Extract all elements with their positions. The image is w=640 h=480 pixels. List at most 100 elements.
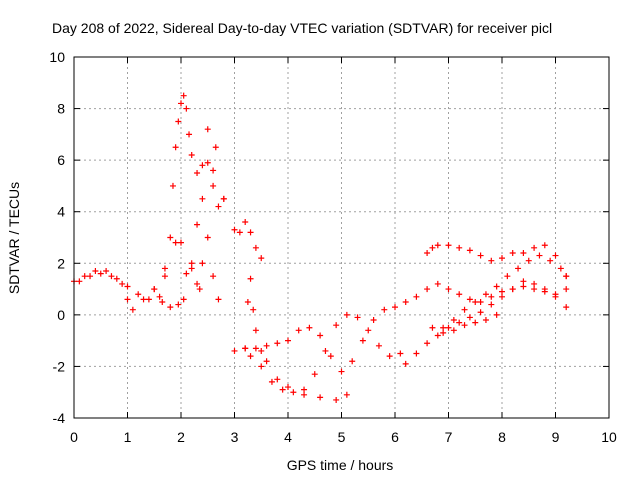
data-point <box>301 391 308 398</box>
data-point <box>156 293 163 300</box>
data-point <box>301 386 308 393</box>
data-point <box>178 239 184 246</box>
grid-lines <box>74 57 609 418</box>
data-point <box>461 306 468 313</box>
x-tick-label: 9 <box>552 429 560 445</box>
data-point <box>493 283 500 290</box>
data-point <box>210 167 217 174</box>
data-point <box>547 257 554 264</box>
data-point <box>488 257 495 264</box>
data-point <box>482 291 489 298</box>
y-axis-label: SDTVAR / TECUs <box>6 182 22 294</box>
data-point <box>402 298 409 305</box>
data-point <box>263 342 270 349</box>
data-point <box>113 275 120 282</box>
data-point <box>424 340 431 347</box>
data-point <box>445 242 452 249</box>
data-point <box>188 265 195 272</box>
axis-ticks <box>73 56 610 419</box>
data-point <box>445 324 452 331</box>
x-tick-label: 0 <box>70 429 78 445</box>
data-point <box>167 234 174 241</box>
data-point <box>424 286 431 293</box>
data-point <box>285 384 291 391</box>
data-point <box>194 221 201 228</box>
data-point <box>183 270 190 277</box>
x-tick-label: 3 <box>231 429 239 445</box>
data-point <box>520 278 527 285</box>
y-tick-label: -4 <box>53 410 66 426</box>
data-point <box>285 337 291 344</box>
series-track-i <box>440 252 570 331</box>
data-point <box>199 260 206 267</box>
data-point <box>188 260 195 267</box>
data-point <box>124 283 131 290</box>
data-point <box>204 126 211 133</box>
data-point <box>424 249 431 256</box>
data-point <box>210 182 217 189</box>
data-point <box>290 389 297 396</box>
data-point <box>250 306 257 313</box>
data-point <box>108 273 115 280</box>
data-point <box>499 288 505 295</box>
data-point <box>103 268 110 275</box>
data-point <box>456 244 463 251</box>
series-track-h <box>402 278 570 367</box>
data-point <box>247 353 254 360</box>
data-point <box>87 273 94 280</box>
data-point <box>472 319 479 326</box>
data-point <box>434 280 441 287</box>
data-point <box>413 293 420 300</box>
data-point <box>440 329 447 336</box>
data-point <box>327 353 334 360</box>
y-tick-label: 10 <box>49 49 65 65</box>
data-point <box>311 371 318 378</box>
series-track-c <box>151 126 227 311</box>
series-track-e <box>231 280 570 375</box>
x-tick-label: 10 <box>601 429 617 445</box>
y-tick-label: 4 <box>57 204 65 220</box>
data-point <box>354 314 361 321</box>
data-point <box>244 298 251 305</box>
data-point <box>557 265 564 272</box>
data-point <box>231 226 238 233</box>
data-point <box>392 304 398 311</box>
data-point <box>338 368 345 375</box>
data-point <box>477 309 484 316</box>
data-point <box>274 376 281 383</box>
data-point <box>536 252 543 259</box>
data-point <box>365 327 372 334</box>
data-point <box>178 100 184 107</box>
data-point <box>450 317 457 324</box>
data-point <box>242 219 249 226</box>
data-point <box>279 386 286 393</box>
data-point <box>531 280 538 287</box>
data-point <box>135 291 142 298</box>
data-point <box>541 242 548 249</box>
data-point <box>145 296 152 303</box>
data-point <box>180 296 187 303</box>
data-point <box>258 255 265 262</box>
x-tick-label: 7 <box>445 429 453 445</box>
data-point <box>488 293 495 300</box>
x-axis-label: GPS time / hours <box>287 457 394 473</box>
data-point <box>196 286 203 293</box>
data-point <box>434 242 441 249</box>
data-point <box>552 252 559 259</box>
data-point <box>333 396 340 403</box>
x-tick-label: 4 <box>284 429 292 445</box>
data-point <box>317 332 324 339</box>
x-tick-label: 1 <box>124 429 132 445</box>
x-tick-label: 5 <box>338 429 346 445</box>
data-point <box>236 229 243 236</box>
data-points <box>71 92 570 403</box>
data-point <box>306 324 313 331</box>
data-point <box>563 304 570 311</box>
data-point <box>204 159 211 166</box>
data-point <box>515 265 522 272</box>
data-point <box>161 265 168 272</box>
data-point <box>343 311 350 318</box>
data-point <box>76 278 83 285</box>
data-point <box>119 280 126 287</box>
data-point <box>258 347 265 354</box>
